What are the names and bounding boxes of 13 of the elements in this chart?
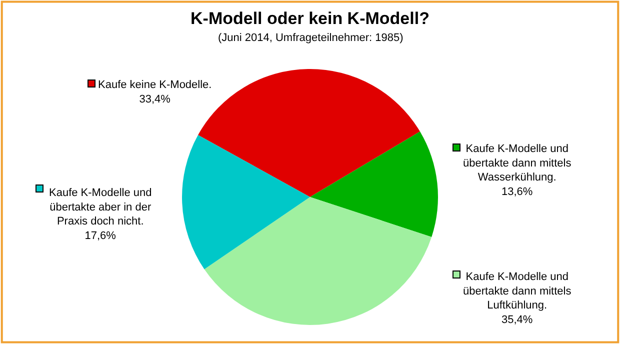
legend-label: Kaufe keine K-Modelle. — [98, 79, 212, 91]
chart-title: K-Modell oder kein K-Modell? — [190, 8, 430, 28]
pie-slice — [204, 197, 432, 325]
data-label: 17,6% — [84, 230, 116, 242]
legend-label: Kaufe K-Modelle und übertakte dann mittels Wasserkühlung. — [463, 143, 572, 184]
legend-label: Kaufe K-Modelle und übertakte dann mittels Luftkühlung. — [463, 271, 572, 312]
data-label: 13,6% — [502, 186, 533, 198]
pie-slice — [310, 132, 438, 237]
data-label: 35,4% — [502, 314, 533, 326]
data-label: 33,4% — [139, 93, 171, 106]
pie-slice — [182, 134, 310, 270]
chart-subtitle: (Juni 2014, Umfrageteilnehmer: 1985) — [218, 32, 404, 44]
legend-label: Kaufe K-Modelle und übertakte aber in der Praxis doch nicht. — [49, 187, 152, 228]
